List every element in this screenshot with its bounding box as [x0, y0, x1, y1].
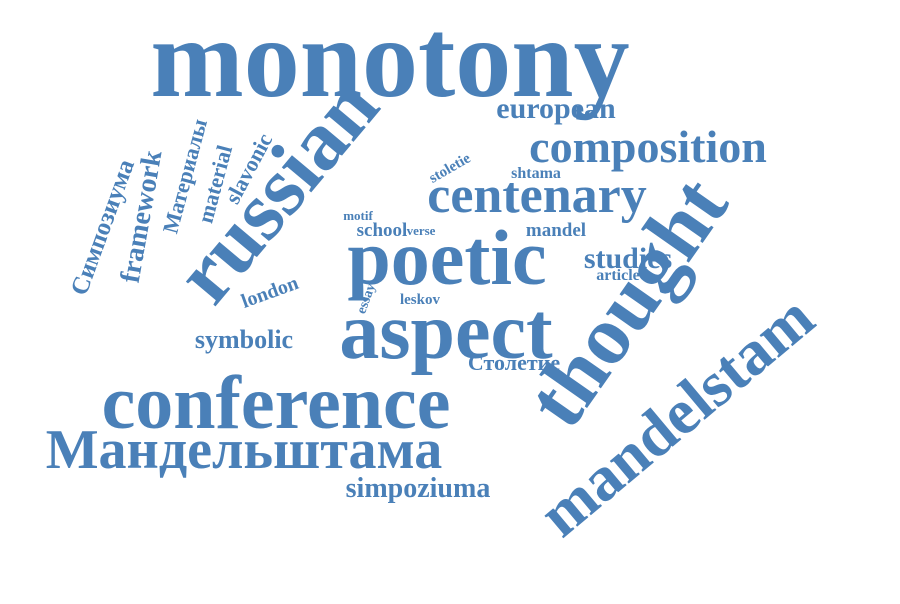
word-monotony: monotony: [150, 0, 629, 121]
word-motif: motif: [343, 208, 373, 223]
word-simpoziuma: simpoziuma: [346, 473, 491, 504]
word-mandel: mandel: [526, 220, 586, 241]
word-poetic: poetic: [347, 214, 546, 301]
word-conference: conference: [102, 361, 451, 445]
word-european: european: [496, 92, 616, 125]
word-centenary: centenary: [427, 167, 646, 224]
word-composition: composition: [529, 121, 767, 172]
word-article: article: [596, 267, 640, 284]
word-aspect: aspect: [339, 288, 553, 376]
word-leskov: leskov: [400, 292, 441, 308]
word-school: school: [357, 220, 408, 241]
word-stoletie-cyrillic: Столетие: [468, 350, 560, 375]
word-symbolic: symbolic: [195, 325, 293, 354]
word-studies: studies: [584, 242, 672, 275]
word-verse: verse: [407, 223, 436, 238]
word-shtama: shtama: [511, 165, 561, 182]
word-mandelshtama: Мандельштама: [46, 419, 443, 481]
